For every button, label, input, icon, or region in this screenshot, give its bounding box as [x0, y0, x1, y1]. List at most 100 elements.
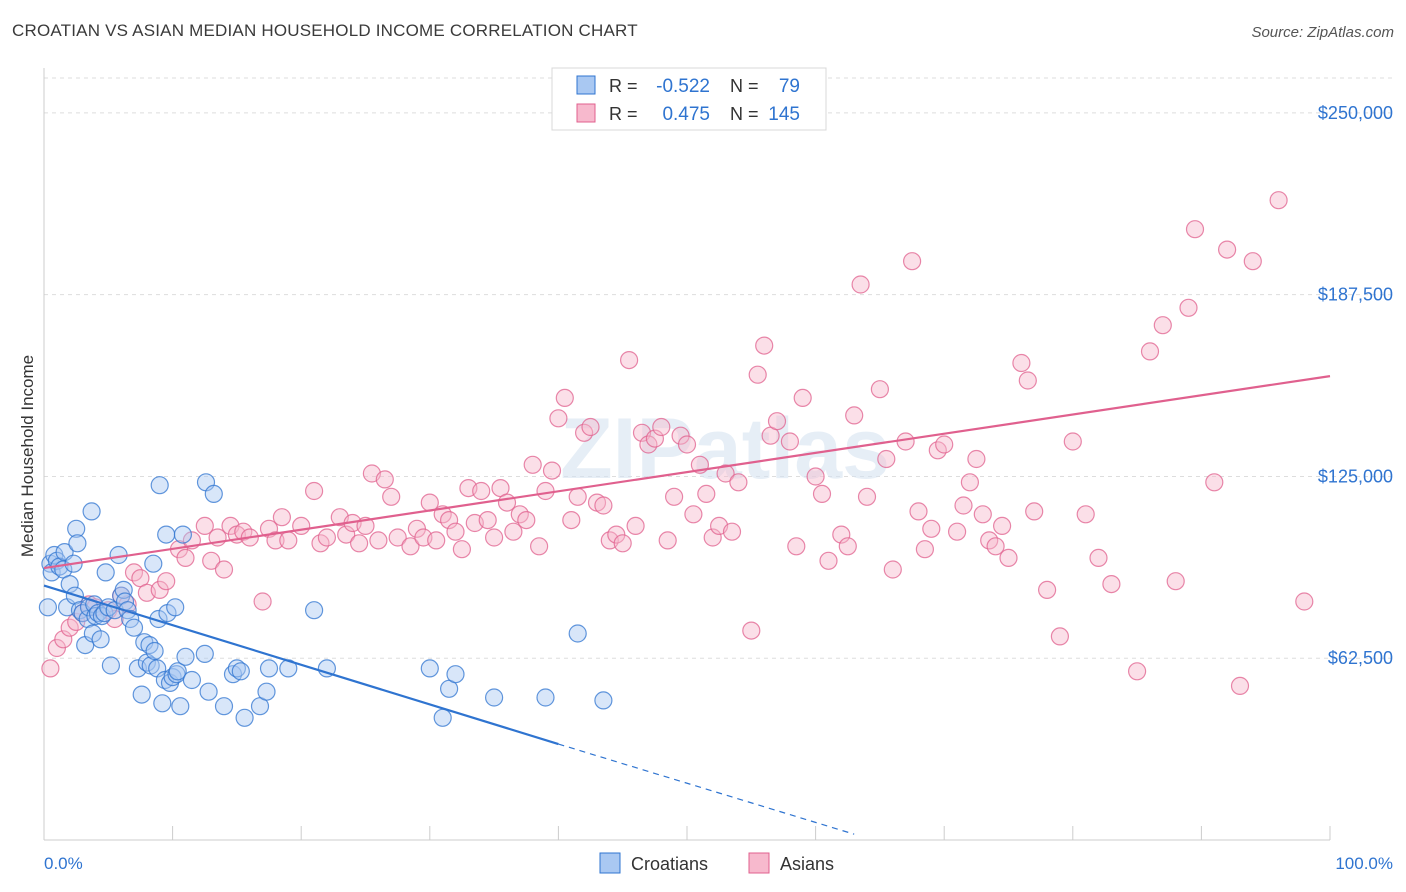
asians-point [1102, 574, 1121, 594]
asians-point [485, 528, 504, 547]
croatians-point [420, 659, 439, 678]
y-axis-label: Median Household Income [18, 355, 37, 557]
legend-swatch-pink [576, 103, 596, 123]
asians-point [452, 540, 471, 559]
asians-point [645, 429, 665, 448]
croatians-point [259, 659, 279, 678]
asians-point [529, 537, 549, 556]
croatians-point [91, 630, 110, 649]
asians-point [176, 548, 195, 568]
croatians-points [38, 473, 613, 727]
croatians-point [96, 563, 115, 582]
y-tick-label: $187,500 [1318, 285, 1393, 305]
asians-point [626, 516, 645, 536]
croatians-point [38, 598, 58, 617]
asians-point [594, 496, 613, 515]
asians-point [960, 473, 980, 492]
axes [43, 68, 1331, 841]
asians-point [857, 487, 877, 506]
croatians-point [82, 502, 101, 521]
croatians-point [67, 519, 86, 538]
asians-point [536, 481, 555, 501]
asians-point [658, 531, 677, 550]
asians-point [478, 510, 497, 530]
croatians-point [168, 662, 187, 681]
x-tick-label-max: 100.0% [1335, 854, 1393, 873]
croatians-point [145, 641, 164, 661]
asians-point [54, 630, 73, 649]
asians-point [427, 531, 446, 550]
trend-lines [43, 375, 1331, 835]
asians-point [1269, 191, 1288, 210]
asians-point [446, 522, 465, 541]
asians-point [41, 659, 60, 678]
chart-source: Source: ZipAtlas.com [1251, 24, 1394, 41]
asians-point [440, 510, 459, 530]
chart-title: CROATIAN VS ASIAN MEDIAN HOUSEHOLD INCOM… [12, 21, 638, 40]
croatians-point [176, 647, 195, 666]
series-legend-swatch-asians [748, 852, 770, 874]
series-legend: Croatians Asians [599, 852, 834, 874]
asians-point [838, 537, 857, 556]
asians-point [896, 432, 915, 451]
y-tick-label: $125,000 [1318, 466, 1393, 486]
asians-point [214, 560, 234, 579]
asians-point [1230, 676, 1250, 696]
asians-point [832, 525, 851, 544]
series-legend-swatch-croatians [599, 852, 621, 874]
asians-point [1063, 432, 1082, 451]
asians-point [664, 487, 684, 506]
croatians-point [171, 697, 190, 716]
asians-point [1127, 662, 1147, 681]
asians-point [1089, 548, 1108, 568]
asians-point [523, 455, 542, 474]
asians-point [517, 510, 536, 530]
asians-point [382, 487, 401, 506]
croatians-point [257, 682, 276, 701]
legend-n-value-1: 79 [779, 76, 800, 97]
croatians-point [150, 476, 169, 495]
asians-point [1185, 220, 1205, 239]
asians-point [1205, 473, 1224, 492]
croatians-point [214, 697, 234, 716]
asians-point [337, 525, 356, 544]
asians-point [1050, 627, 1070, 646]
asians-point [1217, 240, 1237, 259]
asians-point [1025, 502, 1044, 521]
croatians-point [433, 708, 452, 727]
asians-point [562, 510, 581, 530]
asians-point [697, 484, 716, 503]
asians-point [1140, 342, 1160, 361]
y-tick-label: $62,500 [1328, 648, 1393, 668]
asians-point [542, 461, 562, 480]
asians-point [1012, 353, 1031, 373]
asians-point [729, 473, 748, 492]
asians-points [41, 191, 1314, 696]
asians-point [755, 336, 774, 355]
croatians-point [114, 580, 133, 600]
asians-point [195, 516, 214, 536]
legend-r-value-1: -0.522 [656, 76, 710, 97]
asians-point [266, 531, 285, 550]
asians-point [1153, 316, 1172, 335]
croatians-point [195, 644, 214, 664]
asians-point [947, 522, 967, 541]
asians-point [1018, 371, 1037, 390]
croatians-point [199, 682, 218, 701]
asians-point [1166, 572, 1185, 591]
asians-point [157, 572, 176, 591]
legend-n-label-2: N = [730, 104, 759, 124]
asians-trend-line [43, 375, 1331, 570]
asians-point [716, 464, 735, 483]
croatians-point [568, 624, 587, 643]
asians-point [870, 380, 890, 399]
asians-point [780, 432, 800, 451]
asians-point [767, 412, 787, 431]
asians-point [504, 522, 523, 541]
asians-point [581, 417, 600, 437]
asians-point [973, 505, 992, 524]
croatians-point [157, 525, 176, 544]
croatians-point [594, 691, 613, 710]
croatians-point [132, 685, 151, 704]
asians-point [253, 592, 272, 611]
